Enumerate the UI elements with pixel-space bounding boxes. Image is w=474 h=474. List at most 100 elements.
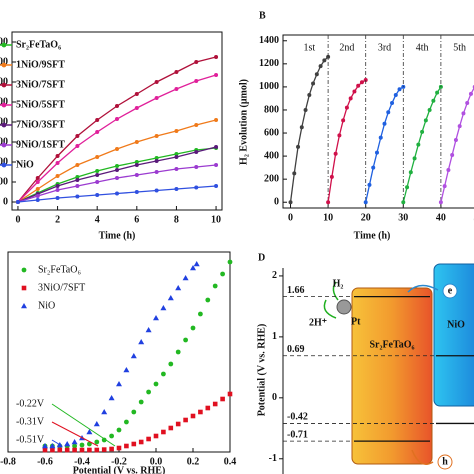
data-point bbox=[227, 259, 233, 265]
data-point bbox=[190, 265, 196, 271]
y-tick-label: 1 bbox=[272, 331, 277, 342]
data-point bbox=[42, 443, 48, 449]
data-point bbox=[153, 381, 159, 387]
data-point bbox=[75, 144, 80, 148]
data-point bbox=[359, 80, 364, 85]
data-point bbox=[311, 81, 316, 86]
data-point bbox=[174, 87, 179, 91]
data-point bbox=[138, 339, 145, 345]
data-point bbox=[161, 371, 166, 377]
x-tick-label: 0 bbox=[15, 214, 20, 225]
data-point bbox=[55, 161, 60, 165]
x-tick-label: 40 bbox=[436, 212, 446, 223]
data-point bbox=[115, 176, 119, 180]
data-point bbox=[412, 156, 417, 161]
level-label: 1.66 bbox=[287, 285, 305, 296]
hole-icon bbox=[437, 454, 453, 470]
data-point bbox=[214, 163, 219, 167]
data-point bbox=[307, 92, 312, 97]
data-point bbox=[115, 168, 119, 172]
data-point bbox=[194, 60, 199, 64]
data-point bbox=[79, 442, 85, 448]
data-point bbox=[75, 184, 80, 188]
data-point bbox=[374, 150, 379, 155]
hole-label: h bbox=[442, 456, 448, 467]
data-point bbox=[214, 73, 219, 77]
data-point bbox=[134, 160, 139, 164]
data-point bbox=[87, 441, 92, 447]
data-point bbox=[326, 200, 331, 205]
legend-label: 1NiO/9SFT bbox=[16, 59, 65, 70]
data-point bbox=[75, 178, 80, 182]
data-point bbox=[95, 180, 100, 184]
data-point bbox=[101, 437, 107, 443]
data-point bbox=[371, 165, 376, 170]
y-tick-label: 800 bbox=[0, 116, 8, 127]
data-point bbox=[35, 176, 40, 180]
x-axis-title: Potential (V vs. RHE) bbox=[73, 465, 166, 474]
y-tick-label: 0 bbox=[3, 196, 8, 207]
electron-icon bbox=[442, 283, 458, 299]
data-point bbox=[95, 130, 100, 134]
data-point bbox=[138, 439, 144, 445]
data-point bbox=[134, 140, 139, 144]
series-line bbox=[402, 86, 442, 203]
data-point bbox=[337, 133, 342, 138]
series-line bbox=[327, 79, 367, 203]
data-point bbox=[95, 193, 100, 197]
data-point bbox=[168, 425, 174, 431]
data-point bbox=[333, 151, 338, 156]
data-point bbox=[50, 447, 55, 453]
legend-label: 7NiO/3SFT bbox=[16, 119, 65, 130]
y-tick-label: 1200 bbox=[0, 76, 8, 87]
data-point bbox=[115, 104, 119, 108]
pt-label: Pt bbox=[351, 316, 361, 327]
run-label: 5th bbox=[453, 42, 466, 53]
x-axis-title: Time (h) bbox=[354, 230, 391, 241]
proton-arrow bbox=[323, 299, 337, 319]
data-point bbox=[322, 58, 327, 63]
data-point bbox=[193, 261, 200, 267]
data-point bbox=[35, 187, 40, 191]
legend-marker bbox=[1, 82, 7, 88]
data-point bbox=[442, 184, 447, 189]
y-tick-label: -1 bbox=[269, 453, 277, 464]
data-point bbox=[124, 419, 129, 425]
data-point bbox=[115, 147, 119, 151]
data-point bbox=[390, 101, 395, 106]
data-point bbox=[194, 165, 199, 169]
data-point bbox=[160, 305, 167, 311]
annotation-arrow bbox=[51, 403, 116, 447]
x-tick-label: -0.8 bbox=[0, 456, 16, 467]
data-point bbox=[194, 150, 199, 154]
h2-arrow bbox=[332, 281, 339, 301]
panel-d: -1 0 1 2 -0.71 -0.42 0.69 1.66 Potential (V vs. … bbox=[256, 252, 474, 474]
data-point bbox=[93, 421, 100, 427]
legend-marker bbox=[1, 162, 7, 168]
legend-marker bbox=[1, 122, 7, 128]
y-tick-label: 0 bbox=[272, 392, 277, 403]
plot-frame bbox=[11, 31, 223, 211]
data-point bbox=[438, 200, 443, 205]
data-point bbox=[154, 159, 159, 163]
data-point bbox=[72, 443, 77, 449]
data-point bbox=[64, 447, 70, 453]
data-point bbox=[154, 96, 159, 100]
series-line bbox=[440, 86, 474, 203]
proton-label: 2H⁺ bbox=[309, 317, 327, 328]
data-point bbox=[363, 200, 368, 205]
x-tick-label: 2 bbox=[55, 214, 60, 225]
y-tick-label: 1600 bbox=[0, 36, 8, 47]
y-axis-title: Potential (V vs. RHE) bbox=[256, 324, 267, 417]
legend-label: 5NiO/5SFT bbox=[16, 99, 65, 110]
data-point bbox=[408, 170, 413, 175]
legend-marker bbox=[1, 142, 7, 148]
y-tick-label: 600 bbox=[0, 136, 8, 147]
data-point bbox=[153, 315, 159, 321]
data-point bbox=[131, 409, 137, 415]
data-point bbox=[86, 429, 93, 435]
x-tick-label: 0 bbox=[288, 212, 293, 223]
data-point bbox=[55, 196, 60, 200]
pt-particle bbox=[336, 299, 352, 315]
